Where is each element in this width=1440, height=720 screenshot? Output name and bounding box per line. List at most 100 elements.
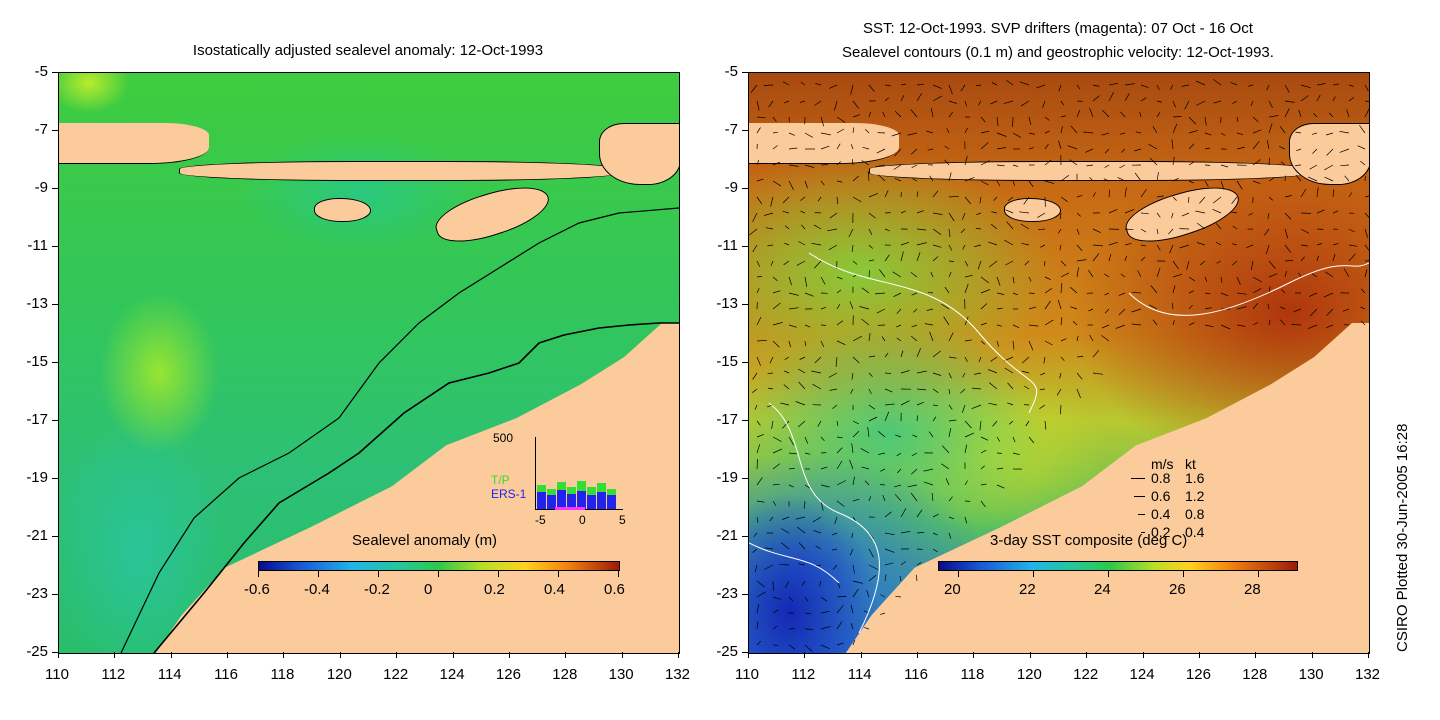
velocity-vector (964, 444, 968, 454)
right-colorbar (938, 561, 1298, 571)
velocity-vector (804, 164, 815, 168)
velocity-vector (1364, 195, 1369, 198)
velocity-vector (767, 244, 774, 247)
velocity-vector (828, 372, 838, 378)
velocity-vector (1171, 212, 1174, 219)
velocity-vector (1236, 292, 1247, 295)
velocity-vector (771, 420, 774, 429)
velocity-vector (980, 449, 987, 454)
velocity-vector (1332, 189, 1335, 198)
velocity-vector (785, 580, 790, 588)
velocity-vector (1300, 256, 1305, 262)
velocity-vector (815, 564, 822, 567)
velocity-vector (910, 109, 918, 118)
left-colorbar (258, 561, 620, 571)
velocity-vector (820, 610, 830, 614)
velocity-vector (814, 356, 822, 364)
velocity-vector (1124, 83, 1135, 86)
velocity-vector (1044, 116, 1050, 121)
velocity-vector (1156, 172, 1159, 182)
legend-speed-ms: 0.8 (1151, 470, 1171, 486)
velocity-vector (1092, 372, 1103, 375)
velocity-vector (931, 492, 934, 502)
velocity-vector (910, 272, 918, 278)
velocity-vector (900, 561, 907, 566)
right-x-tick (748, 652, 749, 658)
velocity-vector (1204, 324, 1214, 328)
velocity-vector (795, 401, 806, 406)
velocity-vector (1236, 146, 1245, 150)
velocity-vector (772, 131, 778, 134)
velocity-vector (1326, 148, 1334, 156)
velocity-vector (804, 132, 813, 138)
velocity-vector (1101, 335, 1110, 342)
velocity-vector (1060, 175, 1070, 182)
legend-header-kt: kt (1185, 456, 1196, 472)
velocity-vector (884, 548, 895, 553)
right-x-tick-label: 112 (791, 666, 816, 683)
velocity-vector (1092, 350, 1100, 358)
velocity-vector (1150, 285, 1158, 294)
velocity-vector (1316, 255, 1319, 262)
velocity-vector (880, 594, 886, 598)
velocity-vector (836, 436, 843, 439)
velocity-vector (948, 356, 957, 359)
velocity-vector (964, 155, 968, 166)
velocity-vector (1076, 259, 1087, 262)
velocity-vector (835, 356, 838, 367)
velocity-vector (1092, 244, 1103, 247)
velocity-vector (756, 260, 761, 267)
left-x-tick (170, 652, 172, 658)
velocity-vector (852, 588, 859, 598)
velocity-vector (1104, 273, 1110, 278)
velocity-vector (1364, 228, 1368, 238)
velocity-vector (1316, 209, 1325, 214)
velocity-vector (1023, 196, 1030, 205)
sumba-island (314, 198, 371, 222)
right-y-tick-label: -23 (716, 585, 738, 602)
velocity-vector (964, 316, 969, 326)
velocity-vector (781, 528, 790, 534)
velocity-vector (979, 420, 982, 431)
left-y-tick-label: -21 (26, 527, 48, 544)
velocity-vector (1268, 196, 1274, 201)
velocity-vector (932, 513, 939, 518)
legend-speed-kt: 1.6 (1185, 470, 1205, 486)
velocity-vector (868, 355, 876, 358)
velocity-vector (948, 195, 959, 198)
velocity-vector (1137, 270, 1142, 278)
velocity-vector (763, 84, 774, 86)
velocity-vector (1231, 260, 1238, 266)
velocity-vector (990, 100, 998, 105)
velocity-vector (923, 481, 934, 486)
velocity-vector (932, 372, 942, 376)
velocity-vector (788, 292, 799, 296)
right-colorbar-tick-label: 28 (1244, 581, 1261, 598)
left-y-tick-label: -15 (26, 353, 48, 370)
velocity-vector (815, 545, 822, 550)
velocity-vector (978, 356, 982, 363)
velocity-vector (1060, 115, 1067, 118)
velocity-vector (782, 196, 790, 204)
velocity-vector (1005, 260, 1014, 266)
velocity-vector (896, 452, 902, 457)
velocity-vector (1284, 108, 1290, 118)
velocity-vector (764, 564, 774, 570)
velocity-vector (988, 241, 998, 246)
velocity-vector (1195, 80, 1206, 86)
velocity-vector (932, 212, 943, 215)
velocity-vector (770, 196, 774, 207)
velocity-vector (852, 114, 861, 118)
velocity-vector (803, 500, 806, 509)
right-x-tick-label: 122 (1073, 666, 1099, 683)
velocity-vector (852, 516, 857, 522)
left-colorbar-tick-label: 0.2 (484, 581, 505, 598)
velocity-vector (1295, 131, 1302, 134)
velocity-vector (996, 180, 1001, 187)
velocity-vector (1170, 84, 1174, 90)
velocity-vector (861, 287, 870, 294)
velocity-vector (884, 403, 895, 406)
velocity-vector (784, 242, 790, 246)
velocity-vector (1220, 164, 1229, 168)
velocity-vector (948, 260, 955, 262)
